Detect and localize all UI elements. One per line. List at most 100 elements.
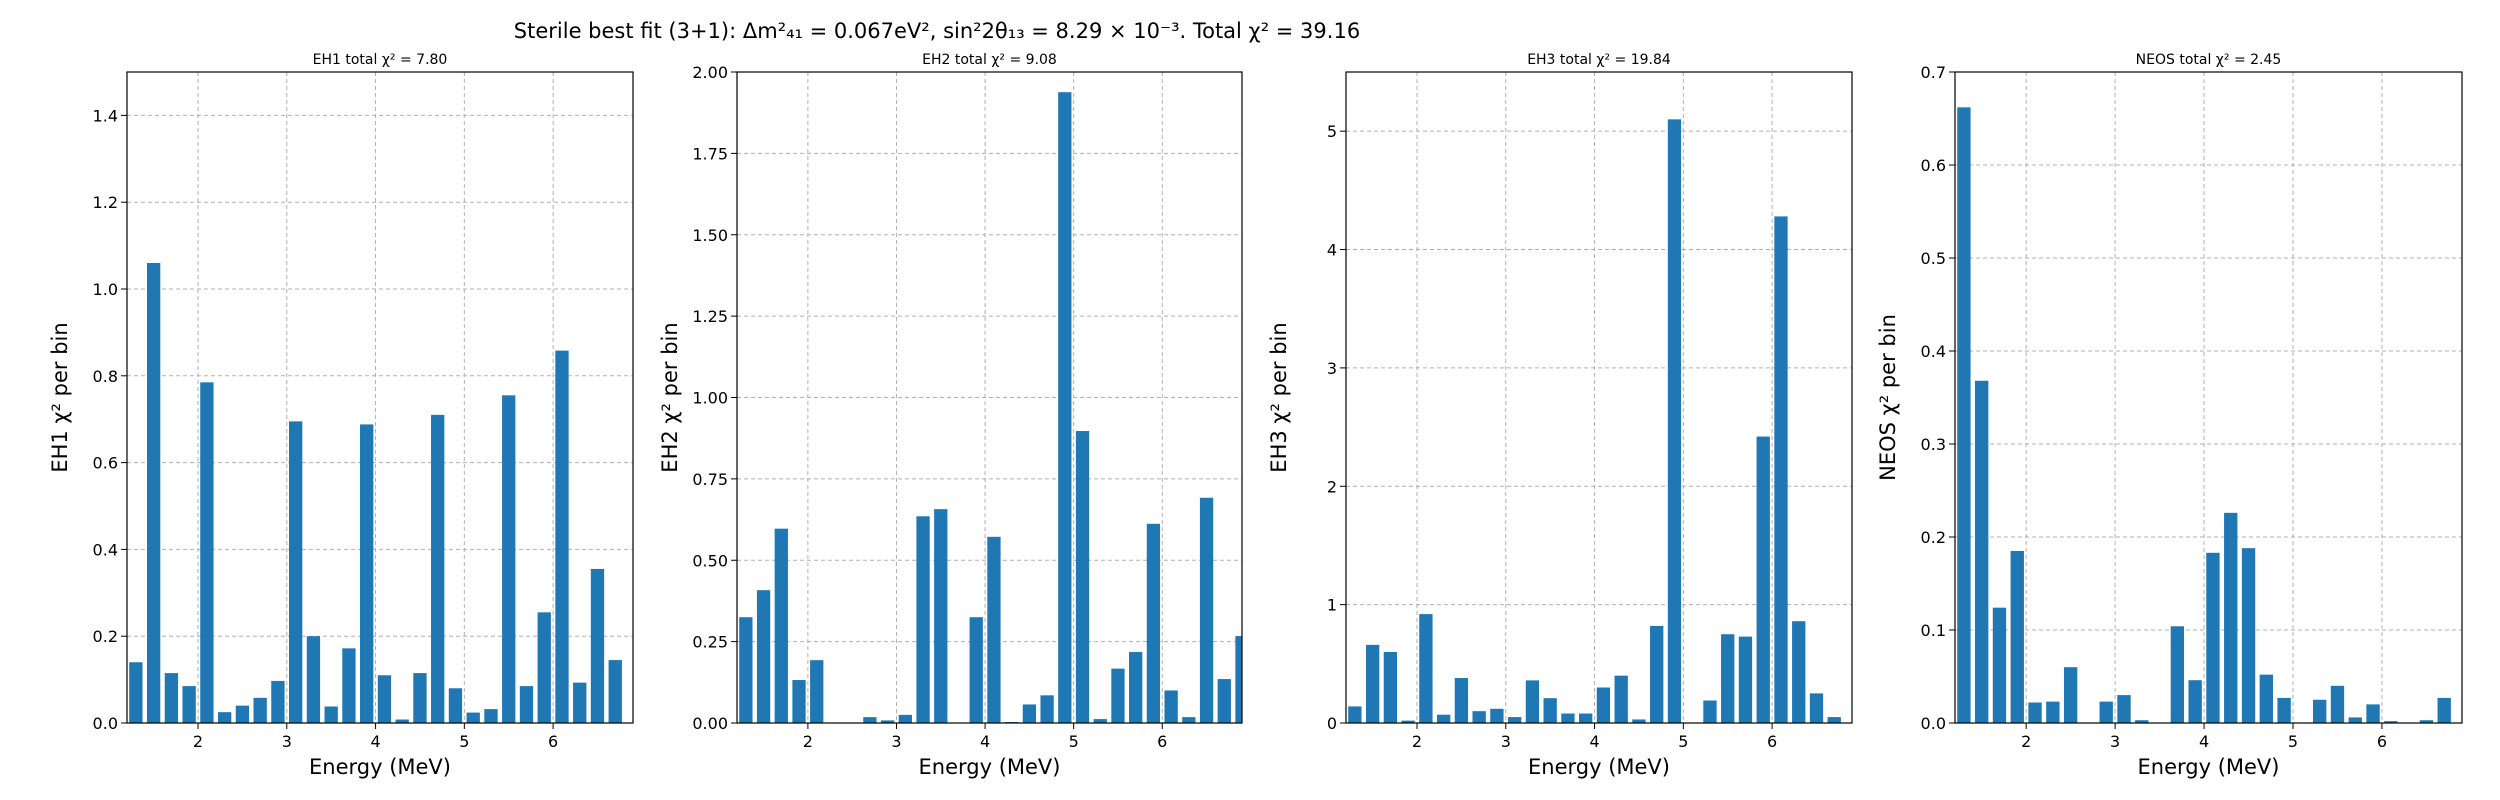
- bar: [1975, 380, 1989, 723]
- bar: [1419, 614, 1433, 723]
- bar: [289, 421, 303, 723]
- bar: [2117, 695, 2131, 723]
- bar: [2366, 704, 2380, 723]
- bar: [306, 636, 321, 723]
- bar: [1199, 497, 1214, 723]
- bar: [395, 719, 409, 723]
- bar: [2330, 685, 2345, 723]
- bar: [1756, 436, 1770, 723]
- y-axis-label: EH3 χ² per bin: [1267, 322, 1291, 472]
- bar: [2224, 512, 2238, 723]
- bar: [1401, 720, 1415, 723]
- y-tick-label: 0.75: [692, 470, 728, 489]
- x-tick-label: 6: [1157, 732, 1167, 751]
- y-tick-label: 3: [1327, 359, 1337, 378]
- bar: [2419, 720, 2434, 723]
- bar: [2170, 626, 2185, 723]
- bar: [360, 424, 374, 723]
- x-tick-label: 6: [2377, 732, 2387, 751]
- bar: [2188, 680, 2202, 723]
- bar: [1058, 92, 1072, 723]
- bar: [182, 686, 196, 723]
- bar: [1348, 706, 1362, 723]
- bar: [916, 516, 930, 723]
- bar: [217, 712, 232, 723]
- y-tick-label: 1: [1327, 596, 1337, 615]
- bar: [271, 680, 285, 723]
- y-tick-label: 1.50: [692, 226, 728, 245]
- bar: [342, 648, 356, 723]
- bar: [2348, 717, 2362, 723]
- y-axis-label: NEOS χ² per bin: [1876, 314, 1900, 481]
- panel-title: EH3 total χ² = 19.84: [1527, 52, 1671, 68]
- bar: [377, 675, 392, 723]
- bar: [146, 262, 161, 723]
- bar: [1182, 717, 1196, 723]
- bar: [1146, 523, 1161, 723]
- y-tick-label: 0.4: [1921, 342, 1946, 361]
- chart-panel-3: 2 3 4 5 6 0 1 2 3 4 5 EH3 total χ² = 19.84 Energy (M…: [1267, 52, 1853, 779]
- bar: [1075, 431, 1090, 723]
- y-tick-label: 0.6: [93, 454, 118, 473]
- bar: [934, 509, 948, 723]
- x-tick-label: 2: [803, 732, 813, 751]
- bar: [253, 697, 267, 723]
- panel-title: NEOS total χ² = 2.45: [2136, 52, 2282, 68]
- bar: [1809, 693, 1824, 723]
- x-tick-label: 5: [2288, 732, 2298, 751]
- y-tick-label: 0.3: [1921, 435, 1946, 454]
- panel-title: EH2 total χ² = 9.08: [922, 52, 1057, 68]
- y-tick-label: 0.2: [1921, 528, 1946, 547]
- y-axis-label: EH1 χ² per bin: [48, 322, 72, 472]
- x-tick-label: 4: [2199, 732, 2209, 751]
- x-axis-label: Energy (MeV): [2138, 755, 2280, 779]
- bar: [1093, 719, 1107, 723]
- bar: [1792, 621, 1806, 723]
- bar: [537, 612, 551, 723]
- bar: [1957, 107, 1971, 723]
- x-axis-label: Energy (MeV): [1528, 755, 1670, 779]
- bar: [1827, 717, 1841, 723]
- bar: [1667, 119, 1682, 723]
- bar: [1454, 678, 1469, 723]
- bar: [1525, 680, 1540, 723]
- bar: [1579, 713, 1593, 723]
- bar: [739, 617, 753, 723]
- x-tick-label: 3: [2110, 732, 2120, 751]
- y-tick-label: 2.00: [692, 63, 728, 82]
- y-tick-label: 1.2: [93, 193, 118, 212]
- bar: [1703, 700, 1717, 723]
- x-tick-label: 2: [1412, 732, 1422, 751]
- bar: [1774, 216, 1788, 723]
- axes-frame: [1345, 71, 1853, 724]
- bar: [863, 717, 877, 723]
- bar: [774, 528, 788, 723]
- x-tick-label: 6: [1767, 732, 1777, 751]
- x-tick-label: 3: [891, 732, 901, 751]
- bar: [1508, 717, 1522, 723]
- x-tick-label: 2: [193, 732, 203, 751]
- bar: [810, 660, 824, 723]
- bar: [1436, 714, 1451, 723]
- bar: [2313, 699, 2327, 723]
- y-tick-label: 1.4: [93, 106, 118, 125]
- panel-title: EH1 total χ² = 7.80: [313, 52, 448, 68]
- y-tick-label: 5: [1327, 122, 1337, 141]
- y-tick-label: 0.25: [692, 633, 728, 652]
- bar: [1111, 668, 1125, 723]
- y-tick-label: 0.4: [93, 540, 118, 559]
- bar: [969, 617, 983, 723]
- chart-panel-4: 2 3 4 5 6 0.0 0.1 0.2 0.3 0.4 0.5 0.6 0.7 NEOS total …: [1876, 52, 2463, 779]
- x-tick-label: 4: [370, 732, 380, 751]
- x-axis-label: Energy (MeV): [919, 755, 1061, 779]
- axes-frame: [1954, 71, 2463, 724]
- bar: [987, 536, 1001, 723]
- x-tick-label: 6: [548, 732, 558, 751]
- y-tick-label: 1.00: [692, 389, 728, 408]
- bar: [519, 686, 534, 723]
- bar-series: [739, 92, 1242, 723]
- bar: [484, 709, 498, 723]
- bar: [1365, 644, 1380, 723]
- y-tick-label: 1.25: [692, 307, 728, 326]
